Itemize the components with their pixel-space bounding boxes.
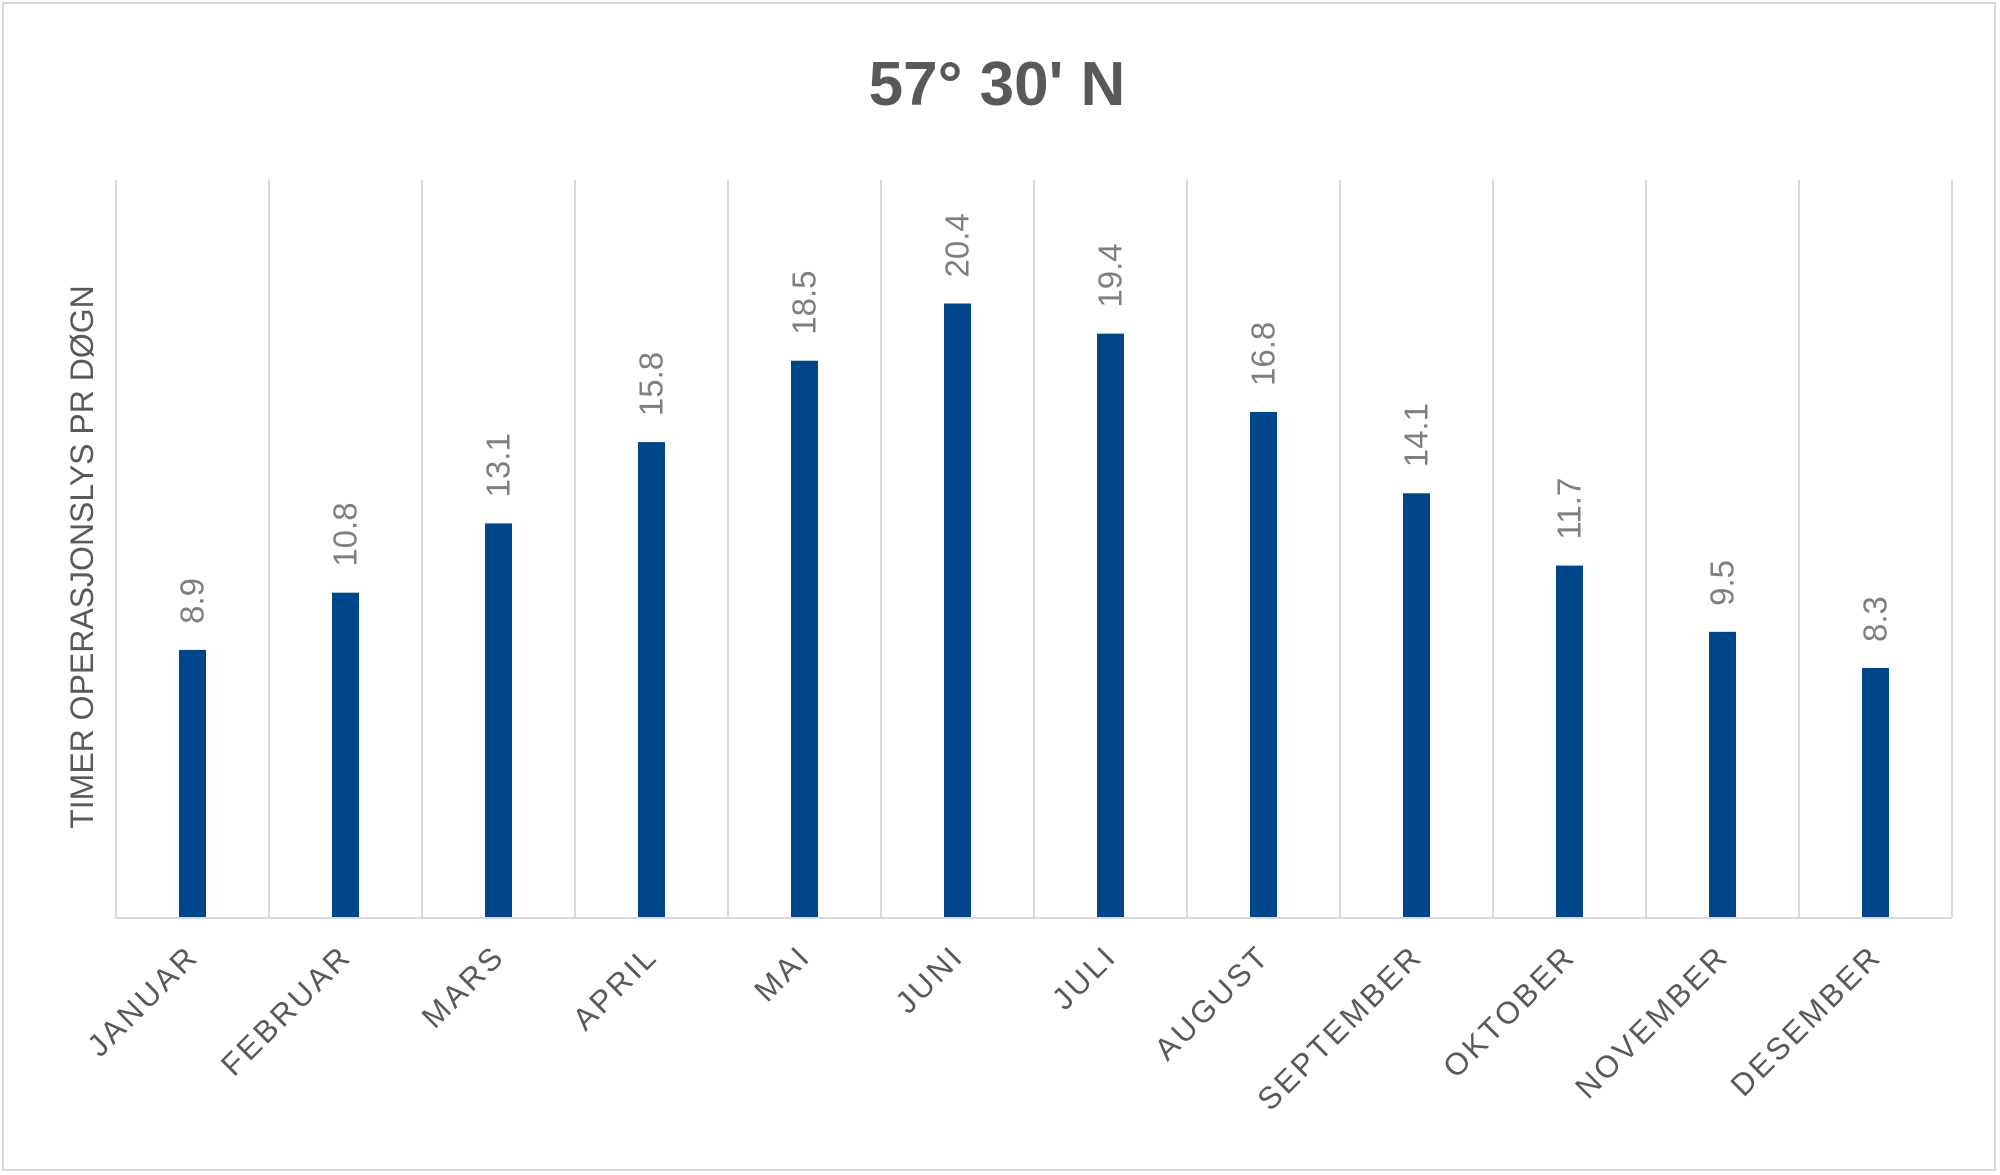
bar-august	[1250, 411, 1277, 918]
data-label: 19.4	[1092, 243, 1129, 307]
data-label: 14.1	[1398, 403, 1435, 467]
x-tick-label: JANUAR	[80, 938, 205, 1063]
bar-januar	[179, 649, 206, 918]
bar-april	[638, 442, 665, 918]
bar-juli	[1097, 333, 1124, 918]
data-label: 15.8	[633, 352, 670, 416]
data-label: 8.3	[1857, 596, 1894, 642]
data-label: 18.5	[786, 271, 823, 335]
data-label: 9.5	[1704, 560, 1741, 606]
x-tick-label: SEPTEMBER	[1250, 938, 1429, 1117]
y-axis-label: TIMER OPERASJONSLYS PR DØGN	[64, 285, 100, 829]
data-label: 13.1	[480, 433, 517, 497]
x-tick-label: MAI	[747, 938, 817, 1008]
bar-oktober	[1556, 565, 1583, 918]
chart-title: 57° 30' N	[869, 50, 1126, 119]
x-tick-label: AUGUST	[1148, 938, 1277, 1067]
x-tick-label: OKTOBER	[1436, 938, 1582, 1084]
bar-desember	[1862, 667, 1889, 918]
data-labels: 8.9 10.8 13.1 15.8 18.5 20.4 19.4 16.8 14.1 11.7 9…	[174, 213, 1894, 642]
bar-november	[1709, 631, 1736, 918]
bar-juni	[944, 303, 971, 918]
x-tick-label: FEBRUAR	[214, 938, 358, 1082]
x-tick-label: MARS	[415, 938, 512, 1035]
data-label: 11.7	[1551, 478, 1588, 540]
bar-februar	[332, 592, 359, 918]
x-tick-label: DESEMBER	[1724, 938, 1889, 1103]
x-tick-label: APRIL	[566, 938, 665, 1037]
data-label: 20.4	[939, 213, 976, 277]
bars	[179, 303, 1889, 918]
data-label: 8.9	[174, 578, 211, 624]
bar-mars	[485, 523, 512, 918]
gridlines	[115, 180, 1953, 918]
x-tick-labels: JANUAR FEBRUAR MARS APRIL MAI JUNI JULI AUGUSTS…	[80, 938, 1888, 1117]
x-tick-label: JUNI	[889, 938, 971, 1020]
bar-september	[1403, 493, 1430, 918]
data-label: 16.8	[1245, 322, 1282, 386]
data-label: 10.8	[327, 502, 364, 566]
x-tick-label: JULI	[1045, 938, 1123, 1016]
x-tick-label: NOVEMBER	[1568, 938, 1735, 1105]
bar-mai	[791, 360, 818, 918]
